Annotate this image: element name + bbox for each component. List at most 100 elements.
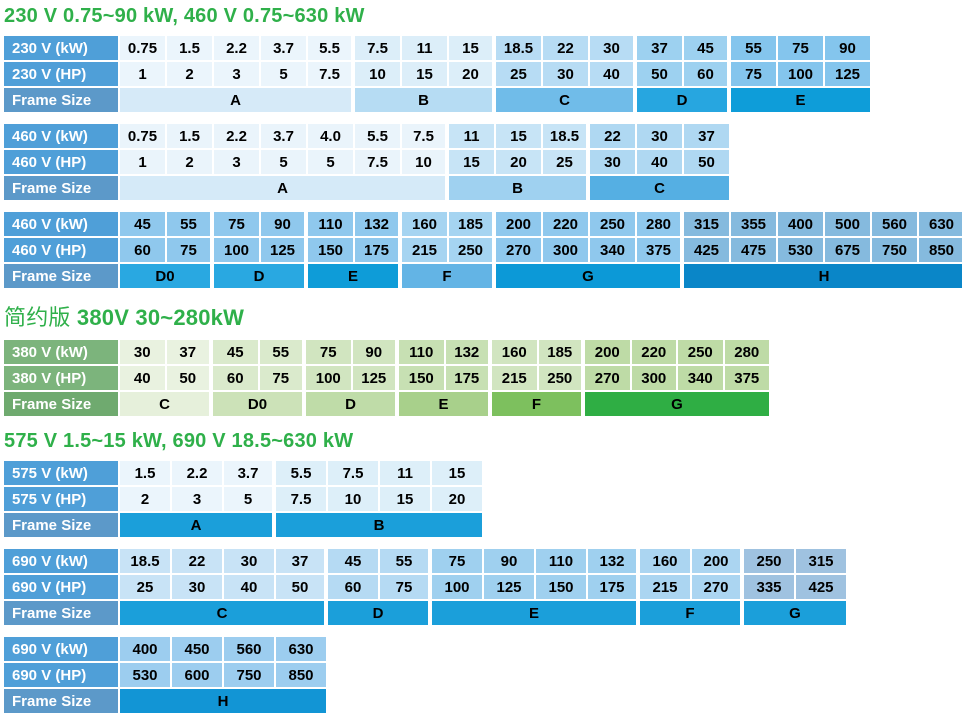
frame-cell: C xyxy=(496,88,635,112)
frame-cell: A xyxy=(120,88,353,112)
kw-cell: 45 xyxy=(328,549,378,573)
hp-cell: 335 xyxy=(744,575,794,599)
hp-cell: 3 xyxy=(214,150,259,174)
row-label-hp: 460 V (HP) xyxy=(4,150,118,174)
kw-cell: 500 xyxy=(825,212,870,236)
hp-cell: 30 xyxy=(543,62,588,86)
kw-cell: 250 xyxy=(744,549,794,573)
hp-cell: 5 xyxy=(261,150,306,174)
hp-cell: 340 xyxy=(678,366,723,390)
kw-cell: 160 xyxy=(492,340,537,364)
kw-cell: 30 xyxy=(120,340,165,364)
kw-cell: 7.5 xyxy=(328,461,378,485)
hp-cell: 50 xyxy=(684,150,729,174)
hp-cell: 215 xyxy=(402,238,447,262)
hp-cell: 3 xyxy=(214,62,259,86)
hp-cell: 340 xyxy=(590,238,635,262)
frame-cell: D xyxy=(637,88,729,112)
hp-cell: 270 xyxy=(585,366,630,390)
hp-cell: 375 xyxy=(637,238,682,262)
section-title-380-cn: 简约版 xyxy=(4,305,71,330)
row-label-kw: 380 V (kW) xyxy=(4,340,118,364)
kw-cell: 630 xyxy=(919,212,962,236)
row-label-hp: 690 V (HP) xyxy=(4,575,118,599)
hp-cell: 1 xyxy=(120,150,165,174)
frame-cell: H xyxy=(120,689,326,713)
kw-cell: 90 xyxy=(261,212,306,236)
hp-cell: 675 xyxy=(825,238,870,262)
hp-cell: 20 xyxy=(449,62,494,86)
kw-cell: 30 xyxy=(590,36,635,60)
hp-cell: 25 xyxy=(496,62,541,86)
spec-grid-380v: 380 V (kW) 30 37 45 55 75 90 110 132 160 185 200 220… xyxy=(4,340,962,416)
hp-cell: 60 xyxy=(120,238,165,262)
kw-cell: 7.5 xyxy=(355,36,400,60)
kw-cell: 110 xyxy=(536,549,586,573)
frame-cell: H xyxy=(684,264,962,288)
section-title-230-460: 230 V 0.75~90 kW, 460 V 0.75~630 kW xyxy=(4,5,365,27)
frame-cell: A xyxy=(120,176,447,200)
frame-cell: E xyxy=(432,601,638,625)
row-label-kw: 460 V (kW) xyxy=(4,124,118,148)
kw-cell: 11 xyxy=(380,461,430,485)
frame-cell: D xyxy=(214,264,306,288)
hp-cell: 150 xyxy=(536,575,586,599)
table-690v-low: 690 V (kW) 18.5 22 30 37 45 55 75 90 110 132 160 200… xyxy=(4,549,962,625)
hp-cell: 2 xyxy=(167,150,212,174)
kw-cell: 400 xyxy=(778,212,823,236)
kw-cell: 200 xyxy=(496,212,541,236)
hp-cell: 250 xyxy=(449,238,494,262)
hp-cell: 250 xyxy=(538,366,583,390)
hp-cell: 2 xyxy=(120,487,170,511)
hp-cell: 125 xyxy=(352,366,397,390)
kw-cell: 280 xyxy=(724,340,769,364)
kw-cell: 220 xyxy=(631,340,676,364)
hp-cell: 300 xyxy=(543,238,588,262)
row-label-frame: Frame Size xyxy=(4,601,118,625)
kw-cell: 45 xyxy=(213,340,258,364)
hp-cell: 60 xyxy=(328,575,378,599)
kw-cell: 220 xyxy=(543,212,588,236)
row-label-kw: 690 V (kW) xyxy=(4,637,118,661)
frame-cell: D0 xyxy=(213,392,304,416)
section-title-380: 简约版 380V 30~280kW xyxy=(4,300,962,332)
hp-cell: 100 xyxy=(306,366,351,390)
kw-cell: 250 xyxy=(678,340,723,364)
kw-cell: 18.5 xyxy=(120,549,170,573)
kw-cell: 5.5 xyxy=(308,36,353,60)
hp-cell: 75 xyxy=(731,62,776,86)
frame-cell: C xyxy=(590,176,729,200)
frame-cell: F xyxy=(492,392,583,416)
hp-cell: 1 xyxy=(120,62,165,86)
hp-cell: 25 xyxy=(120,575,170,599)
hp-cell: 600 xyxy=(172,663,222,687)
kw-cell: 22 xyxy=(172,549,222,573)
hp-cell: 125 xyxy=(261,238,306,262)
spec-grid-230v: 230 V (kW) 0.75 1.5 2.2 3.7 5.5 7.5 11 15 18.5 22 3… xyxy=(4,36,962,112)
hp-cell: 125 xyxy=(484,575,534,599)
row-label-frame: Frame Size xyxy=(4,689,118,713)
kw-cell: 450 xyxy=(172,637,222,661)
kw-cell: 0.75 xyxy=(120,36,165,60)
hp-cell: 7.5 xyxy=(276,487,326,511)
table-230v: 230 V (kW) 0.75 1.5 2.2 3.7 5.5 7.5 11 15 18.5 22 3… xyxy=(4,36,962,112)
hp-cell: 25 xyxy=(543,150,588,174)
frame-cell: E xyxy=(399,392,490,416)
hp-cell: 850 xyxy=(276,663,326,687)
hp-cell: 530 xyxy=(120,663,170,687)
frame-cell: G xyxy=(585,392,769,416)
kw-cell: 2.2 xyxy=(172,461,222,485)
kw-cell: 3.7 xyxy=(261,36,306,60)
spec-grid-460v-high: 460 V (kW) 45 55 75 90 110 132 160 185 200 220 250 2… xyxy=(4,212,962,288)
hp-cell: 215 xyxy=(640,575,690,599)
row-label-hp: 380 V (HP) xyxy=(4,366,118,390)
kw-cell: 55 xyxy=(380,549,430,573)
row-label-frame: Frame Size xyxy=(4,513,118,537)
kw-cell: 280 xyxy=(637,212,682,236)
hp-cell: 425 xyxy=(684,238,729,262)
kw-cell: 18.5 xyxy=(543,124,588,148)
kw-cell: 15 xyxy=(432,461,482,485)
hp-cell: 530 xyxy=(778,238,823,262)
section-title-380-range: 380V 30~280kW xyxy=(76,305,245,330)
hp-cell: 750 xyxy=(872,238,917,262)
